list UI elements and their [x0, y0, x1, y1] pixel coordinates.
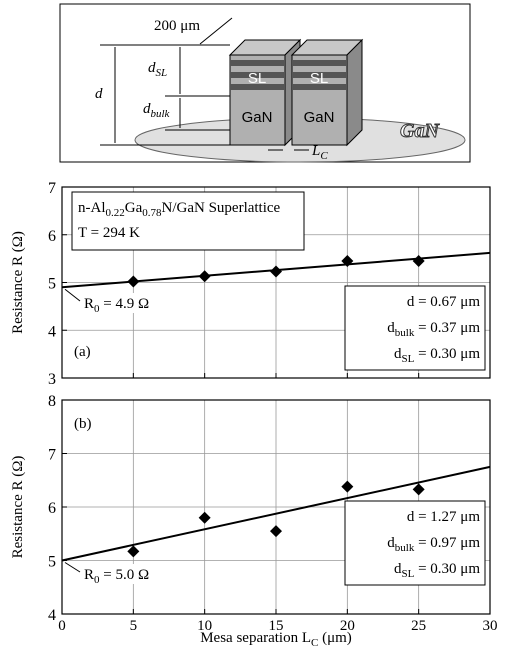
data-point	[270, 265, 282, 278]
data-point	[412, 483, 425, 496]
y-axis-label: Resistance R (Ω)	[10, 231, 26, 334]
dsl-label: dSL	[148, 60, 167, 79]
x-tick-label: 30	[483, 618, 498, 634]
text-part: d	[387, 535, 395, 551]
text-part: R	[84, 567, 94, 583]
subscript: 0	[94, 574, 100, 586]
x-tick-label: 0	[58, 618, 66, 634]
y-tick-label: 3	[48, 371, 56, 388]
fit-line	[61, 465, 491, 562]
block-bottom-label: GaN	[304, 109, 335, 126]
panel-label: (a)	[74, 344, 91, 360]
x-tick-label: 15	[269, 618, 284, 634]
block-1	[228, 38, 302, 147]
text-part: = 5.0 Ω	[100, 567, 150, 583]
fit-line	[61, 251, 491, 289]
block-top-label: SL	[248, 70, 266, 87]
data-point	[198, 511, 211, 524]
text-part: d = 0.67 μm	[407, 294, 481, 310]
subscript: bulk	[395, 327, 415, 339]
text-part: d = 1.27 μm	[407, 509, 481, 525]
parameter-box	[344, 285, 486, 371]
y-tick-label: 5	[48, 276, 56, 293]
y-axis-label: Resistance R (Ω)	[10, 456, 26, 559]
text-part: d	[148, 60, 156, 76]
y-tick-label: 7	[48, 180, 56, 197]
data-point	[341, 480, 354, 493]
x-tick-label: 25	[411, 618, 426, 634]
text-part: d	[387, 320, 395, 336]
leader-line	[64, 288, 81, 302]
plot-frame	[61, 399, 491, 615]
text-part: d	[143, 101, 151, 117]
text-part: L	[311, 143, 320, 159]
y-tick-label: 5	[48, 554, 56, 571]
subscript: C	[311, 637, 318, 649]
text-part: d	[394, 346, 402, 362]
y-tick-label: 4	[48, 323, 56, 340]
y-tick-label: 4	[48, 607, 56, 624]
y-tick-label: 6	[48, 228, 56, 245]
x-tick-label: 10	[197, 618, 212, 634]
text-part: d	[394, 561, 402, 577]
intercept-bg	[82, 293, 154, 313]
parameter-line: d = 1.27 μm	[407, 509, 481, 525]
text-part: Ga	[125, 200, 143, 216]
panel-label: (b)	[74, 416, 92, 432]
subscript: SL	[401, 353, 414, 365]
parameter-line: dSL = 0.30 μm	[394, 346, 480, 365]
text-part: = 0.97 μm	[414, 535, 480, 551]
subscript: SL	[401, 568, 414, 580]
subscript: 0	[94, 303, 100, 315]
text-part: n-Al	[78, 200, 106, 216]
d-label: d	[95, 86, 103, 102]
subscript: SL	[156, 67, 168, 79]
parameter-box	[344, 500, 486, 586]
block-top-label: SL	[310, 70, 328, 87]
annotation-box	[71, 191, 305, 251]
intercept-bg	[82, 564, 154, 584]
text-part: R	[84, 296, 94, 312]
parameter-line: dbulk = 0.97 μm	[387, 535, 480, 554]
y-tick-label: 8	[48, 393, 56, 410]
text-part: = 0.37 μm	[414, 320, 480, 336]
text-part: = 0.30 μm	[414, 561, 480, 577]
annotation-line: n-Al0.22Ga0.78N/GaN Superlattice	[78, 200, 281, 219]
subscript: 0.78	[142, 207, 162, 219]
annotation-line: T = 294 K	[78, 225, 140, 241]
intercept-label: R0 = 4.9 Ω	[84, 296, 149, 315]
subscript: bulk	[151, 108, 171, 120]
y-tick-label: 7	[48, 447, 56, 464]
text-part: = 4.9 Ω	[100, 296, 150, 312]
separation-label: LC	[311, 143, 328, 162]
x-tick-label: 5	[130, 618, 138, 634]
substrate-label: GaN	[400, 120, 440, 142]
subscript: 0.22	[106, 207, 125, 219]
subscript: C	[320, 150, 328, 162]
x-axis-label: Mesa separation LC (μm)	[200, 630, 352, 649]
parameter-line: dSL = 0.30 μm	[394, 561, 480, 580]
parameter-line: dbulk = 0.37 μm	[387, 320, 480, 339]
plot-frame	[61, 186, 491, 379]
text-part: = 0.30 μm	[414, 346, 480, 362]
dimension-lines	[100, 17, 309, 151]
block-2	[290, 38, 364, 147]
y-tick-label: 6	[48, 500, 56, 517]
dbulk-label: dbulk	[143, 101, 171, 120]
width-label: 200 μm	[154, 18, 200, 34]
data-point	[412, 255, 425, 268]
text-part: T = 294 K	[78, 225, 140, 241]
text-part: (μm)	[318, 630, 351, 646]
data-point	[127, 545, 140, 558]
block-bottom-label: GaN	[242, 109, 273, 126]
x-tick-label: 20	[340, 618, 355, 634]
data-point	[270, 525, 282, 538]
parameter-line: d = 0.67 μm	[407, 294, 481, 310]
subscript: bulk	[395, 542, 415, 554]
text-part: Mesa separation L	[200, 630, 311, 646]
intercept-label: R0 = 5.0 Ω	[84, 567, 149, 586]
leader-line	[64, 562, 81, 573]
text-part: N/GaN Superlattice	[162, 200, 281, 216]
